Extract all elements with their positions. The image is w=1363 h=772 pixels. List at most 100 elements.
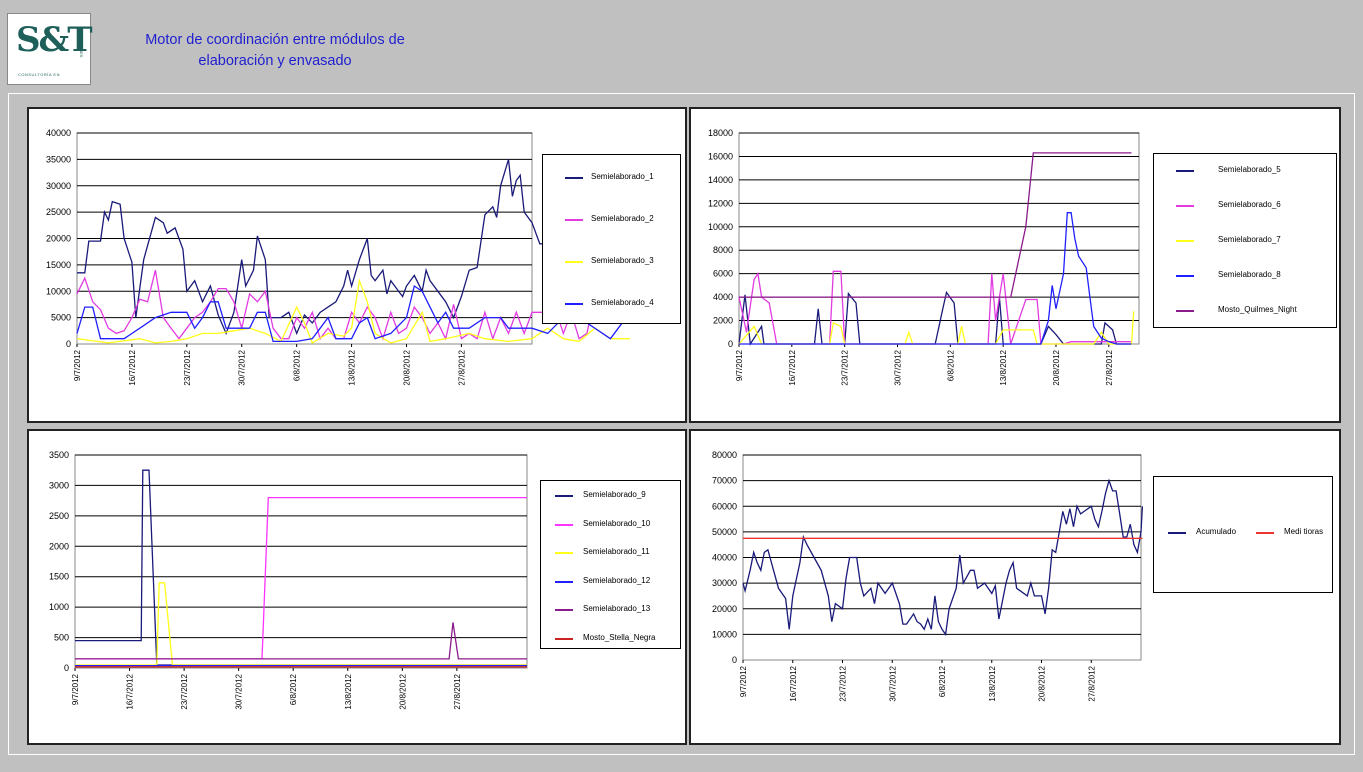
y-tick-label: 15000: [46, 260, 71, 270]
chart-panel-2: 0 2000 4000 6000 8000 10000 12000 14000 16000 180…: [689, 107, 1341, 423]
x-tick-label: 9/7/2012: [71, 673, 80, 705]
x-tick-label: 30/7/2012: [888, 665, 897, 701]
x-tick-label: 16/7/2012: [789, 665, 798, 701]
legend-label: Medi tioras: [1284, 527, 1324, 536]
x-tick-label: 13/8/2012: [344, 673, 353, 709]
x-tick-label: 23/7/2012: [839, 665, 848, 701]
series-line-1: [742, 478, 1144, 637]
x-tick-label: 13/8/2012: [348, 349, 357, 385]
legend-swatch: [1176, 170, 1194, 172]
x-tick-label: 13/8/2012: [999, 349, 1008, 385]
x-tick-label: 30/7/2012: [235, 673, 244, 709]
legend-swatch: [565, 303, 583, 305]
series-line-5: [739, 152, 1132, 298]
plot-area: [738, 132, 1140, 345]
legend-label: Mosto_Stella_Negra: [583, 632, 656, 642]
series-line-4: [76, 284, 631, 343]
legend-swatch: [555, 580, 573, 583]
series-line-3: [76, 278, 631, 344]
logo-side-text: OPERACIONES: [79, 28, 84, 58]
y-tick-label: 10000: [46, 286, 71, 296]
y-tick-label: 80000: [712, 450, 737, 460]
x-tick-label: 13/8/2012: [988, 665, 997, 701]
y-tick-label: 1500: [49, 572, 69, 582]
y-tick-label: 10000: [708, 222, 733, 232]
legend-label: Semielaborado_11: [583, 547, 650, 556]
y-tick-label: 0: [66, 339, 71, 349]
company-logo: S&T CONSULTORÍA EN OPERACIONES: [7, 13, 93, 85]
y-tick-label: 4000: [713, 292, 733, 302]
page-title-line-1: Motor de coordinación entre módulos de: [145, 32, 405, 48]
x-tick-label: 9/7/2012: [739, 665, 748, 697]
y-tick-label: 18000: [708, 128, 733, 138]
legend-swatch: [1256, 532, 1274, 534]
x-tick-label: 20/8/2012: [1052, 349, 1061, 385]
x-tick-label: 20/8/2012: [1038, 665, 1047, 701]
x-tick-label: 27/8/2012: [1105, 349, 1114, 385]
legend-swatch: [1168, 532, 1186, 534]
x-tick-label: 20/8/2012: [398, 673, 407, 709]
x-tick-label: 6/8/2012: [946, 349, 955, 381]
legend-swatch: [555, 637, 573, 640]
y-tick-label: 20000: [46, 234, 71, 244]
legend-swatch: [1176, 240, 1194, 242]
x-tick-label: 27/8/2012: [1087, 665, 1096, 701]
y-tick-label: 40000: [712, 553, 737, 563]
y-tick-label: 14000: [708, 175, 733, 185]
y-tick-label: 0: [64, 663, 69, 673]
y-tick-label: 0: [732, 655, 737, 665]
x-tick-label: 6/8/2012: [938, 665, 947, 697]
x-tick-label: 30/7/2012: [893, 349, 902, 385]
x-tick-label: 27/8/2012: [453, 673, 462, 709]
logo-subtitle: CONSULTORÍA EN: [18, 72, 60, 77]
legend-label: Semielaborado_1: [591, 172, 654, 181]
legend-swatch: [565, 177, 583, 179]
x-tick-label: 9/7/2012: [73, 349, 82, 381]
legend-label: Acumulado: [1196, 527, 1237, 536]
chart-2-legend: Semielaborado_5 Semielaborado_6 Semielabor…: [1153, 153, 1337, 328]
y-tick-label: 25000: [46, 207, 71, 217]
y-tick-label: 10000: [712, 629, 737, 639]
legend-swatch: [1176, 275, 1194, 277]
y-tick-label: 500: [54, 633, 69, 643]
y-tick-label: 60000: [712, 501, 737, 511]
legend-label: Semielaborado_9: [583, 490, 646, 499]
y-tick-label: 30000: [712, 578, 737, 588]
x-tick-label: 23/7/2012: [180, 673, 189, 709]
legend-label: Semielaborado_6: [1218, 200, 1281, 209]
x-tick-label: 6/8/2012: [289, 673, 298, 705]
y-tick-label: 16000: [708, 151, 733, 161]
y-tick-label: 2000: [713, 316, 733, 326]
y-tick-label: 12000: [708, 198, 733, 208]
legend-label: Semielaborado_5: [1218, 165, 1281, 174]
legend-label: Semielaborado_12: [583, 575, 651, 585]
y-tick-label: 0: [728, 339, 733, 349]
legend-label: Mosto_Quilmes_Night: [1218, 305, 1297, 314]
y-tick-label: 30000: [46, 181, 71, 191]
legend-swatch: [565, 219, 583, 221]
y-tick-label: 8000: [713, 245, 733, 255]
y-tick-label: 1000: [49, 602, 69, 612]
y-tick-label: 35000: [46, 154, 71, 164]
y-tick-label: 2000: [49, 541, 69, 551]
legend-swatch: [555, 609, 573, 611]
chart-1-legend: Semielaborado_1 Semielaborado_2 Semielabor…: [542, 154, 681, 324]
y-tick-label: 20000: [712, 604, 737, 614]
x-tick-label: 9/7/2012: [735, 349, 744, 381]
legend-label: Semielaborado_2: [591, 214, 654, 223]
logo-text: S&T: [16, 20, 93, 60]
y-tick-label: 6000: [713, 269, 733, 279]
y-tick-label: 2500: [49, 511, 69, 521]
legend-swatch: [565, 261, 583, 263]
x-tick-label: 23/7/2012: [183, 349, 192, 385]
chart-3-legend: Semielaborado_9 Semielaborado_10 Semielabo…: [540, 480, 681, 649]
y-tick-label: 3000: [49, 480, 69, 490]
legend-swatch: [1176, 310, 1194, 312]
y-tick-label: 40000: [46, 128, 71, 138]
page-title: Motor de coordinación entre módulos de e…: [120, 30, 430, 72]
page-title-line-2: elaboración y envasado: [198, 53, 352, 69]
legend-swatch: [555, 552, 573, 554]
y-tick-label: 50000: [712, 527, 737, 537]
legend-swatch: [555, 523, 573, 526]
legend-label: Semielaborado_4: [591, 298, 654, 307]
